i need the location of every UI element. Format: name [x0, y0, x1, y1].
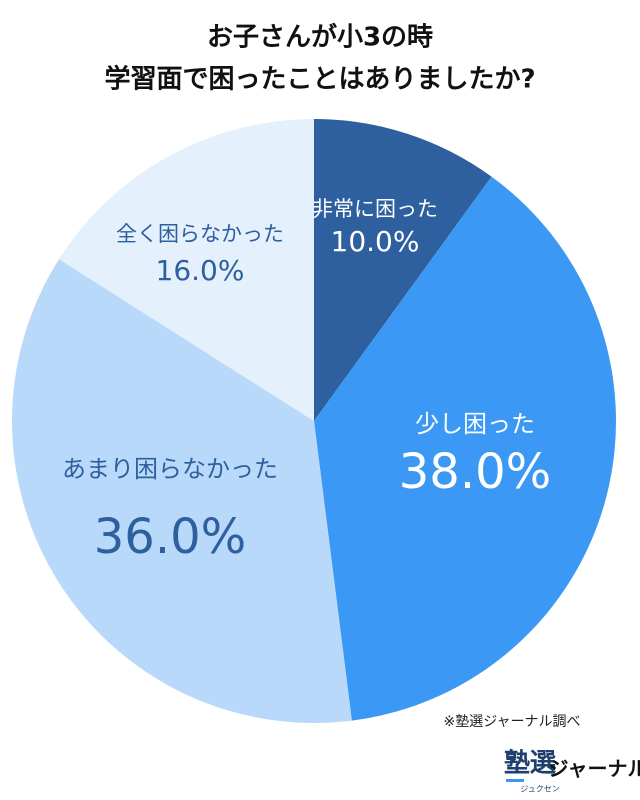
- logo-sub: ジャーナル: [549, 757, 640, 781]
- slice-labels: 非常に困った 10.0% 少し困った 38.0% あまり困らなかった 36.0% 全く困らな…: [62, 197, 551, 565]
- pie-slice: [314, 119, 492, 421]
- pie-slice: [314, 176, 616, 721]
- pie-slice: [11, 259, 352, 723]
- slice-name: 少し困った: [415, 410, 535, 438]
- slice-value: 10.0%: [331, 225, 420, 258]
- logo-main: 塾選: [504, 749, 556, 779]
- source-note: ※塾選ジャーナル調べ: [443, 714, 580, 730]
- chart-title: お子さんが小3の時: [207, 22, 433, 53]
- logo-bar: [506, 779, 524, 782]
- slice-name: 全く困らなかった: [116, 222, 284, 246]
- slice-value: 16.0%: [156, 254, 245, 287]
- logo-reading: ジュクセン: [520, 785, 559, 794]
- slice-name: 非常に困った: [312, 197, 438, 221]
- pie: [11, 118, 616, 723]
- chart-title: 学習面で困ったことはありましたか?: [104, 64, 535, 95]
- pie-slice: [59, 118, 314, 422]
- slice-value: 36.0%: [94, 509, 246, 565]
- slice-value: 38.0%: [399, 444, 551, 500]
- logo: 塾選 ジュクセン ジャーナル: [504, 749, 640, 794]
- slice-name: あまり困らなかった: [62, 455, 278, 483]
